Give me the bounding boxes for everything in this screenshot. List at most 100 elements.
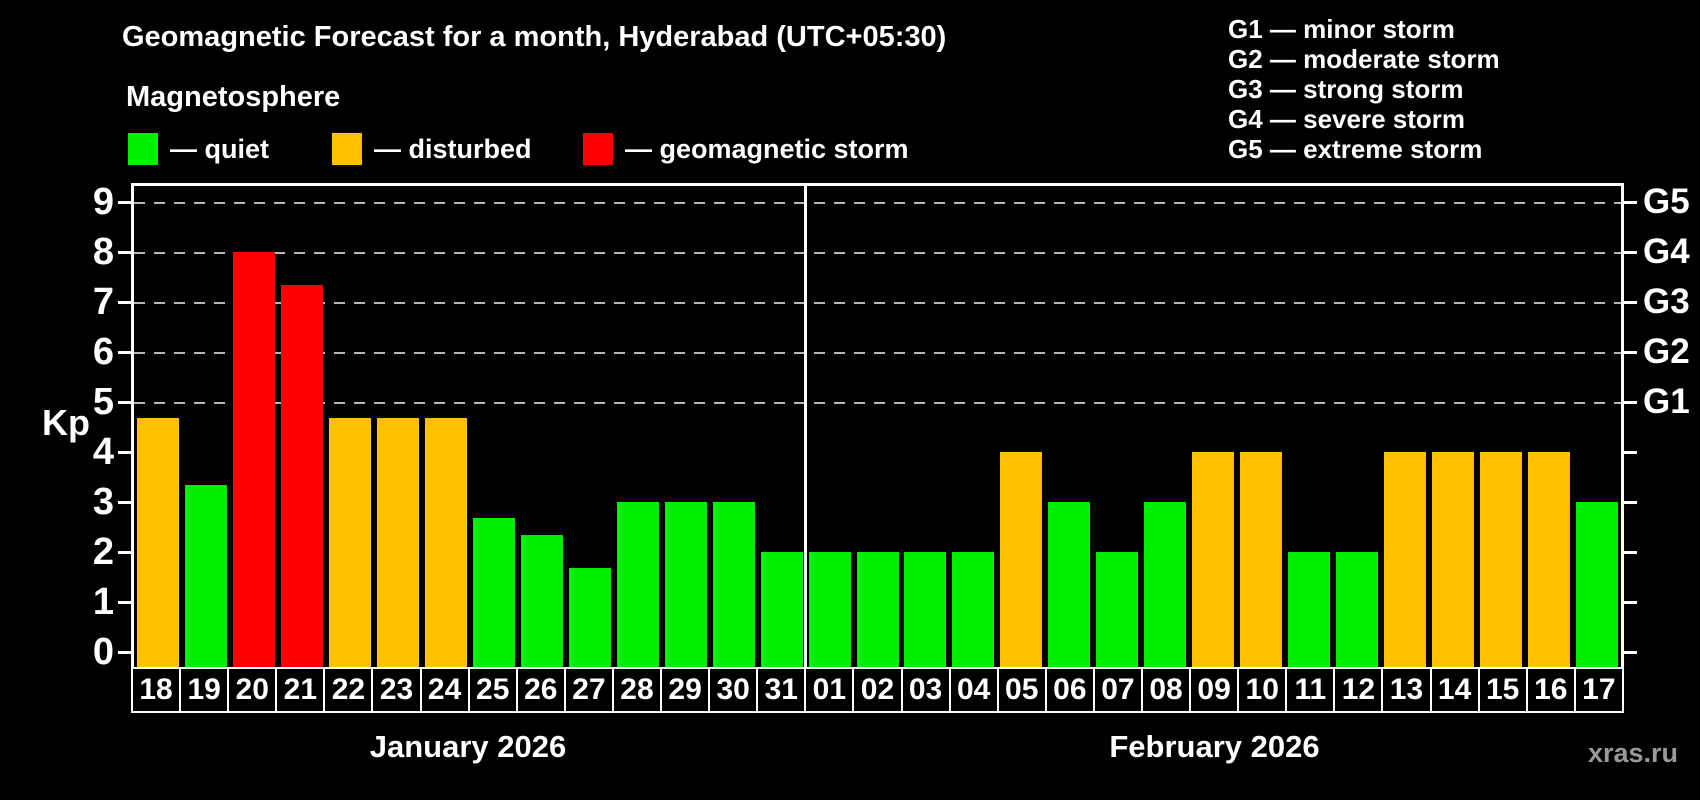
bar-february-17: [1576, 502, 1618, 667]
bar-february-12: [1336, 552, 1378, 667]
bar-february-16: [1528, 452, 1570, 667]
bar-january-26: [521, 535, 563, 667]
bar-january-31: [761, 552, 803, 667]
day-label-29: 29: [662, 667, 711, 713]
day-label-16: 16: [1527, 667, 1576, 713]
day-label-03: 03: [902, 667, 951, 713]
y-tick-right-6: [1624, 351, 1637, 354]
y-tick-left-1: [118, 601, 131, 604]
y-tick-left-0: [118, 651, 131, 654]
bar-january-22: [329, 418, 371, 667]
day-label-09: 09: [1191, 667, 1240, 713]
g-axis-label-g2: G2: [1643, 332, 1690, 371]
y-tick-right-0: [1624, 651, 1637, 654]
bar-february-01: [809, 552, 851, 667]
bar-january-19: [185, 485, 227, 667]
day-label-07: 07: [1094, 667, 1143, 713]
day-label-17: 17: [1575, 667, 1624, 713]
day-label-08: 08: [1142, 667, 1192, 713]
bar-february-07: [1096, 552, 1138, 667]
y-axis-label-2: 2: [92, 531, 114, 573]
y-tick-right-8: [1624, 251, 1637, 254]
y-tick-right-9: [1624, 201, 1637, 204]
day-label-05: 05: [998, 667, 1047, 713]
bar-january-30: [713, 502, 755, 667]
day-label-15: 15: [1479, 667, 1528, 713]
bar-february-10: [1240, 452, 1282, 667]
plot-area: [131, 183, 1624, 667]
day-label-24: 24: [421, 667, 470, 713]
bar-january-28: [617, 502, 659, 667]
y-axis-label-9: 9: [92, 181, 114, 223]
legend-label-disturbed: — disturbed: [374, 133, 532, 164]
day-label-20: 20: [229, 667, 278, 713]
day-label-22: 22: [325, 667, 374, 713]
bar-february-04: [952, 552, 994, 667]
legend-label-quiet: — quiet: [170, 133, 269, 164]
bar-february-11: [1288, 552, 1330, 667]
y-tick-right-7: [1624, 301, 1637, 304]
day-label-31: 31: [758, 667, 807, 713]
day-label-11: 11: [1287, 667, 1336, 713]
chart-title: Geomagnetic Forecast for a month, Hydera…: [122, 21, 947, 53]
g-axis-label-g4: G4: [1643, 232, 1690, 271]
bar-february-15: [1480, 452, 1522, 667]
bar-january-24: [425, 418, 467, 667]
disturbed-color-swatch: [332, 133, 362, 165]
day-label-28: 28: [613, 667, 663, 713]
gridline-kp6: [134, 352, 1621, 354]
legend-item-storm: — geomagnetic storm: [583, 133, 909, 165]
g2-legend-line: G2 — moderate storm: [1228, 44, 1500, 74]
month-label-1: February 2026: [1109, 729, 1320, 764]
bar-february-08: [1144, 502, 1186, 667]
quiet-color-swatch: [128, 133, 158, 165]
bar-january-18: [137, 418, 179, 667]
y-tick-left-4: [118, 451, 131, 454]
bar-february-14: [1432, 452, 1474, 667]
day-label-10: 10: [1239, 667, 1288, 713]
day-label-04: 04: [950, 667, 999, 713]
day-label-13: 13: [1383, 667, 1432, 713]
day-label-12: 12: [1335, 667, 1384, 713]
g-axis-label-g5: G5: [1643, 182, 1690, 221]
bar-january-27: [569, 568, 611, 667]
bar-february-13: [1384, 452, 1426, 667]
bar-january-25: [473, 518, 515, 667]
gridline-kp9: [134, 202, 1621, 204]
gridline-kp5: [134, 402, 1621, 404]
legend-label-storm: — geomagnetic storm: [625, 133, 909, 164]
day-label-26: 26: [517, 667, 566, 713]
gridline-kp7: [134, 302, 1621, 304]
day-label-30: 30: [710, 667, 759, 713]
y-axis-title-kp: Kp: [42, 402, 90, 443]
y-tick-left-8: [118, 251, 131, 254]
y-tick-right-5: [1624, 401, 1637, 404]
g-axis-label-g3: G3: [1643, 282, 1690, 321]
storm-color-swatch: [583, 133, 613, 165]
g4-legend-line: G4 — severe storm: [1228, 104, 1466, 134]
y-axis-label-8: 8: [92, 231, 114, 273]
day-label-23: 23: [373, 667, 422, 713]
day-axis-row: 18 19 20 21 22 23 24 25 26 27 28 29 30 31 01 02 03 04 05 06…: [131, 667, 1624, 713]
day-label-18: 18: [131, 667, 182, 713]
watermark: xras.ru: [1587, 738, 1678, 768]
day-label-01: 01: [806, 667, 855, 713]
day-label-14: 14: [1431, 667, 1480, 713]
y-axis-label-7: 7: [92, 281, 114, 323]
bar-february-09: [1192, 452, 1234, 667]
day-label-27: 27: [565, 667, 614, 713]
bar-january-29: [665, 502, 707, 667]
day-label-02: 02: [854, 667, 903, 713]
y-tick-left-7: [118, 301, 131, 304]
y-axis-label-0: 0: [92, 631, 114, 673]
g5-legend-line: G5 — extreme storm: [1228, 134, 1483, 164]
day-label-06: 06: [1046, 667, 1095, 713]
y-tick-left-9: [118, 201, 131, 204]
y-axis-label-3: 3: [92, 481, 114, 523]
day-label-21: 21: [277, 667, 326, 713]
g1-legend-line: G1 — minor storm: [1228, 14, 1455, 44]
y-tick-right-4: [1624, 451, 1637, 454]
day-label-19: 19: [181, 667, 230, 713]
legend-item-quiet: — quiet: [128, 133, 269, 165]
